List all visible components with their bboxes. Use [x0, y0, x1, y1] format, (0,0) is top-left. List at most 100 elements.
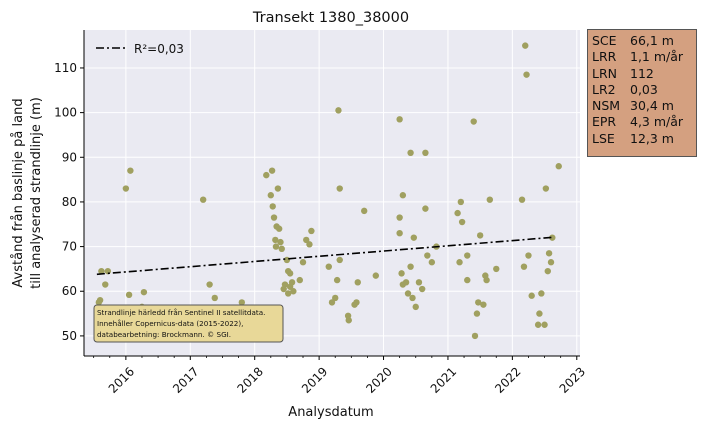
data-point	[538, 290, 545, 297]
data-point	[464, 252, 471, 259]
data-point	[127, 167, 134, 174]
data-point	[267, 192, 275, 199]
x-tick-label: 2021	[428, 364, 459, 395]
data-point	[523, 71, 530, 78]
y-axis-label-line-2: till analyserad strandlinje (m)	[29, 97, 44, 289]
data-point	[336, 256, 343, 264]
stat-value: 0,03	[630, 81, 658, 97]
trend-line	[96, 236, 555, 276]
data-point	[544, 267, 551, 275]
data-point	[288, 279, 296, 286]
stat-epr: EPR 4,3 m/år	[592, 114, 696, 130]
data-point	[269, 203, 276, 210]
x-tick-label: 2023	[557, 364, 588, 395]
data-point	[104, 267, 112, 275]
data-point	[372, 272, 380, 279]
x-tick-label: 2017	[170, 364, 201, 395]
data-point	[125, 291, 133, 299]
stat-value: 1,1 m/år	[630, 49, 684, 65]
data-point	[396, 116, 403, 123]
data-point	[464, 276, 471, 284]
data-point	[549, 234, 556, 241]
data-point	[475, 299, 482, 306]
data-point	[277, 238, 284, 246]
stat-lrn: LRN 112	[592, 66, 696, 82]
y-tick-label: 80	[62, 195, 77, 209]
data-point	[402, 279, 410, 286]
source-note: Strandlinje härledd från Sentinel II sat…	[93, 304, 284, 343]
stat-key: LR2	[592, 81, 616, 97]
data-point	[206, 281, 213, 288]
data-point	[486, 196, 494, 203]
data-point	[275, 225, 283, 232]
data-point	[480, 301, 487, 308]
stat-key: LSE	[592, 130, 615, 146]
data-point	[286, 270, 294, 277]
y-tick-label: 60	[62, 284, 77, 298]
data-point	[422, 205, 429, 212]
data-point	[396, 214, 403, 221]
data-point	[458, 218, 466, 226]
data-point	[555, 163, 562, 170]
x-tick-label: 2019	[299, 364, 330, 395]
data-point	[345, 317, 352, 324]
data-point	[278, 245, 285, 253]
data-point	[407, 149, 414, 157]
y-tick-label: 90	[62, 150, 77, 164]
data-point	[528, 292, 535, 299]
data-point	[102, 281, 109, 288]
stat-key: EPR	[592, 114, 617, 130]
x-tick-label: 2020	[363, 364, 394, 395]
data-point	[483, 276, 490, 284]
data-point	[290, 288, 297, 295]
data-point	[415, 279, 423, 286]
data-point	[272, 243, 280, 250]
data-point	[520, 263, 528, 270]
data-point	[473, 310, 481, 317]
data-point	[211, 294, 218, 302]
data-point	[534, 321, 542, 328]
data-point	[470, 118, 477, 125]
data-point	[518, 196, 526, 203]
data-point	[283, 256, 291, 264]
data-point	[545, 250, 553, 257]
y-axis-label-line-1: Avstånd från baslinje på land	[11, 98, 26, 287]
stat-key: LRN	[592, 65, 617, 81]
data-point	[296, 276, 303, 284]
data-point	[274, 185, 282, 192]
data-point	[336, 185, 343, 192]
y-tick-label: 100	[54, 106, 77, 120]
data-point	[199, 196, 207, 203]
data-point	[303, 236, 310, 244]
data-point	[354, 279, 361, 286]
data-point	[272, 236, 279, 244]
data-point	[332, 294, 339, 302]
data-point	[396, 229, 403, 237]
data-point	[96, 296, 104, 304]
data-point	[471, 332, 479, 340]
data-point	[299, 259, 307, 266]
data-point	[412, 303, 419, 311]
data-point	[525, 252, 532, 259]
data-point	[476, 232, 484, 239]
source-note-box	[93, 304, 284, 343]
y-tick-label: 70	[62, 240, 77, 254]
data-point	[268, 167, 276, 174]
stat-key: LRR	[592, 49, 617, 65]
data-point	[541, 321, 548, 328]
data-point	[325, 263, 332, 270]
data-point	[263, 171, 270, 179]
y-tick-label: 50	[62, 329, 77, 343]
legend-label: R²=0,03	[134, 42, 184, 56]
data-point	[335, 107, 342, 114]
data-point	[140, 288, 148, 296]
stat-value: 4,3 m/år	[630, 114, 684, 130]
source-note-line-2: Innehåller Copernicus-data (2015-2022),	[97, 319, 243, 328]
stat-key: NSM	[592, 98, 621, 114]
x-tick-label: 2022	[492, 364, 523, 395]
data-point	[270, 214, 278, 221]
data-point	[398, 270, 405, 277]
stat-key: SCE	[592, 33, 617, 48]
